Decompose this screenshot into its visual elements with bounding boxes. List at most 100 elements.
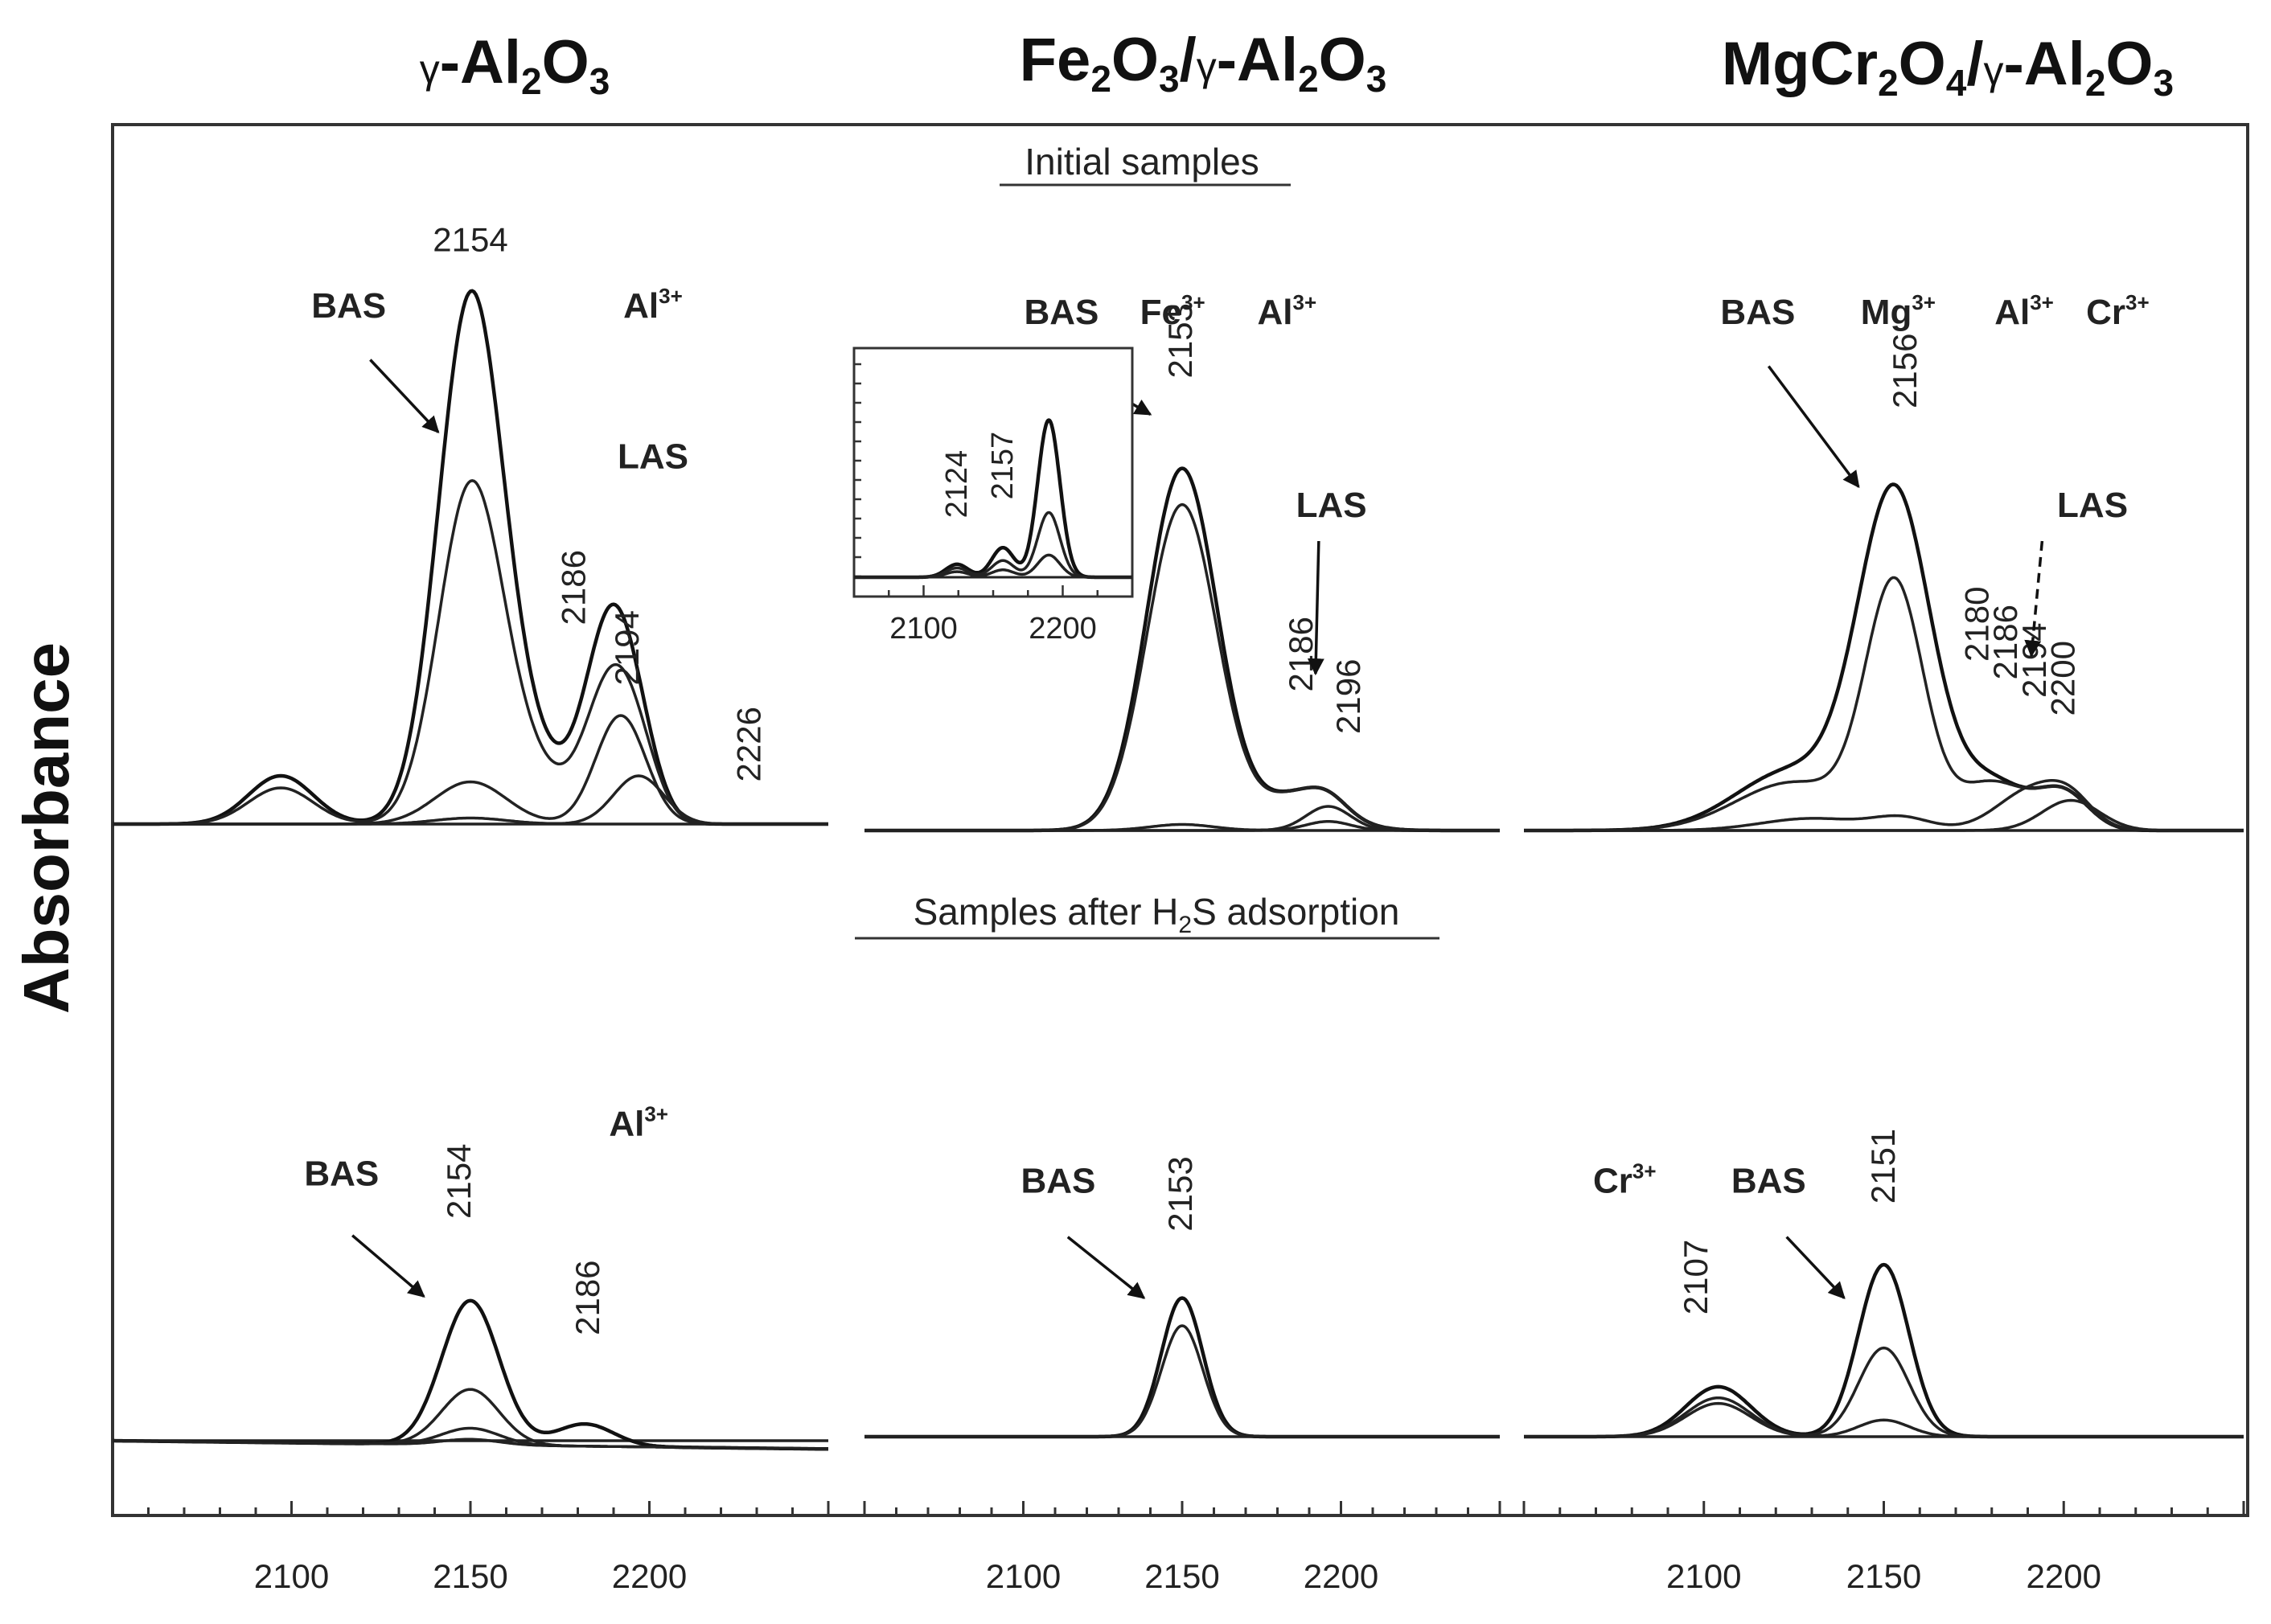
top-peak-label-p3: 2200	[2044, 641, 2082, 716]
top-annotation-p2: BAS	[1024, 293, 1099, 332]
title-3-mgcr: MgCr	[1722, 30, 1878, 98]
title-2-slash: /	[1180, 26, 1197, 94]
title-2-fe: Fe	[1020, 26, 1091, 94]
annotation-text: Al	[609, 1105, 644, 1144]
top-annotation-p2: Al3+	[1258, 290, 1317, 332]
annotation-text: Mg	[1861, 293, 1912, 332]
top-annotation-p1: BAS	[311, 286, 386, 326]
bottom-peak-label-p3: 2151	[1864, 1129, 1902, 1204]
annotation-text: Fe	[1140, 293, 1181, 332]
title-2-sub-2: 2	[1090, 58, 1111, 100]
bottom-curve-p3-s3	[1524, 1401, 2244, 1438]
title-2-o: O	[1111, 26, 1159, 94]
top-peak-label-p1: 2194	[608, 610, 646, 685]
annotation-text: Al	[1258, 293, 1293, 332]
annotation-superscript: 3+	[644, 1102, 668, 1126]
top-curve-p2-s3	[864, 805, 1500, 832]
top-peak-label-p2: 2153	[1161, 303, 1199, 378]
top-peak-label-p1: 2186	[554, 550, 592, 625]
section-h2s-text: Samples after H	[914, 891, 1179, 933]
plot-frame	[111, 123, 2249, 1517]
x-tick-label-p2: 2200	[1304, 1557, 1378, 1595]
top-peak-label-p3: 2194	[2015, 623, 2053, 698]
panel-title-3: MgCr2O4/γ-Al2O3	[1722, 30, 2174, 104]
bottom-annotation-p1: Al3+	[609, 1102, 668, 1144]
title-2-gamma: γ	[1197, 44, 1217, 89]
top-curve-p3-s2	[1524, 576, 2244, 832]
bottom-peak-label-p1: 2154	[440, 1144, 478, 1219]
bottom-curve-p1-s1	[112, 1298, 829, 1451]
top-annotation-p2: LAS	[1296, 486, 1367, 525]
section-initial-label: Initial samples	[1025, 141, 1259, 182]
bottom-annotation-p2: BAS	[1021, 1161, 1095, 1200]
title-2-sub-3b: 3	[1366, 58, 1387, 100]
bottom-peak-label-p3: 2107	[1677, 1240, 1715, 1314]
inset-x-tick-label: 2200	[1029, 612, 1097, 646]
top-curve-p2-s4	[864, 820, 1500, 832]
annotation-text: BAS	[304, 1154, 379, 1194]
title-2-sub-3: 3	[1159, 58, 1180, 100]
annotation-text: BAS	[1021, 1161, 1095, 1200]
x-tick-label-p3: 2100	[1666, 1557, 1741, 1595]
annotation-text: Cr	[2086, 293, 2125, 332]
top-annotation-p3: Cr3+	[2086, 290, 2150, 332]
title-2-sub-2b: 2	[1298, 58, 1319, 100]
top-curve-p3-s3	[1524, 779, 2244, 832]
top-annotation-p2: Fe3+	[1140, 290, 1205, 332]
top-curve-p1-s4	[113, 774, 828, 826]
top-curve-p1-s3	[113, 714, 828, 826]
title-1-al: -Al	[440, 28, 521, 96]
top-peak-label-p3: 2156	[1886, 334, 1924, 408]
section-h2s-tail: S adsorption	[1192, 891, 1399, 933]
top-peak-label-p2: 2196	[1329, 659, 1367, 734]
top-annotation-p1: LAS	[618, 437, 688, 477]
top-peak-label-p2: 2186	[1282, 617, 1320, 691]
annotation-superscript: 3+	[2125, 290, 2150, 314]
annotation-superscript: 3+	[659, 284, 683, 308]
title-3-slash: /	[1966, 30, 1983, 98]
inset-peak-label: 2124	[940, 450, 974, 519]
top-peak-label-p1: 2226	[729, 707, 767, 781]
top-arrow-p3	[1767, 365, 1860, 489]
x-tick-label-p2: 2100	[986, 1557, 1061, 1595]
title-3-sub-2b: 2	[2085, 62, 2106, 104]
title-3-al: -Al	[2004, 30, 2085, 98]
bottom-arrow-p2	[1066, 1236, 1146, 1299]
x-tick-label-p1: 2100	[254, 1557, 329, 1595]
annotation-superscript: 3+	[1181, 290, 1205, 314]
bottom-annotation-p3: BAS	[1731, 1161, 1806, 1200]
inset-curve-s3	[854, 553, 1132, 579]
annotation-text: BAS	[311, 286, 386, 326]
top-curve-p1-s1	[112, 289, 829, 826]
top-curve-p1-s2	[113, 478, 828, 826]
inset-peak-label: 2157	[986, 432, 1020, 500]
annotation-text: Cr	[1593, 1161, 1632, 1200]
annotation-text: BAS	[1731, 1161, 1806, 1200]
title-3-o2: O	[2105, 30, 2153, 98]
annotation-text: LAS	[618, 437, 688, 477]
bottom-annotation-p3: Cr3+	[1593, 1159, 1657, 1200]
top-curve-p3-s4	[1524, 798, 2244, 832]
section-h2s-label: Samples after H2S adsorption	[914, 891, 1400, 938]
x-tick-label-p1: 2150	[433, 1557, 507, 1595]
title-1-sub-3: 3	[589, 60, 610, 102]
bottom-peak-label-p1: 2186	[569, 1260, 606, 1335]
x-tick-label-p3: 2200	[2027, 1557, 2101, 1595]
panel-title-2: Fe2O3/γ-Al2O3	[1020, 26, 1387, 100]
y-axis-label: Absorbance	[10, 642, 82, 1014]
x-tick-label-p2: 2150	[1144, 1557, 1219, 1595]
annotation-text: LAS	[1296, 486, 1367, 525]
bottom-arrow-p1	[351, 1234, 425, 1298]
annotation-text: BAS	[1720, 293, 1795, 332]
annotation-superscript: 3+	[1912, 290, 1936, 314]
top-peak-label-p3: 2186	[1986, 605, 2024, 679]
top-peak-label-p1: 2154	[433, 221, 507, 259]
inset-x-tick-label: 2100	[889, 612, 958, 646]
title-1-o: O	[542, 28, 589, 96]
top-annotation-p3: Mg3+	[1861, 290, 1936, 332]
title-3-sub-4: 4	[1946, 62, 1967, 104]
top-arrow-p1	[369, 359, 440, 434]
top-annotation-p3: BAS	[1720, 293, 1795, 332]
title-1-gamma: γ	[420, 47, 440, 92]
